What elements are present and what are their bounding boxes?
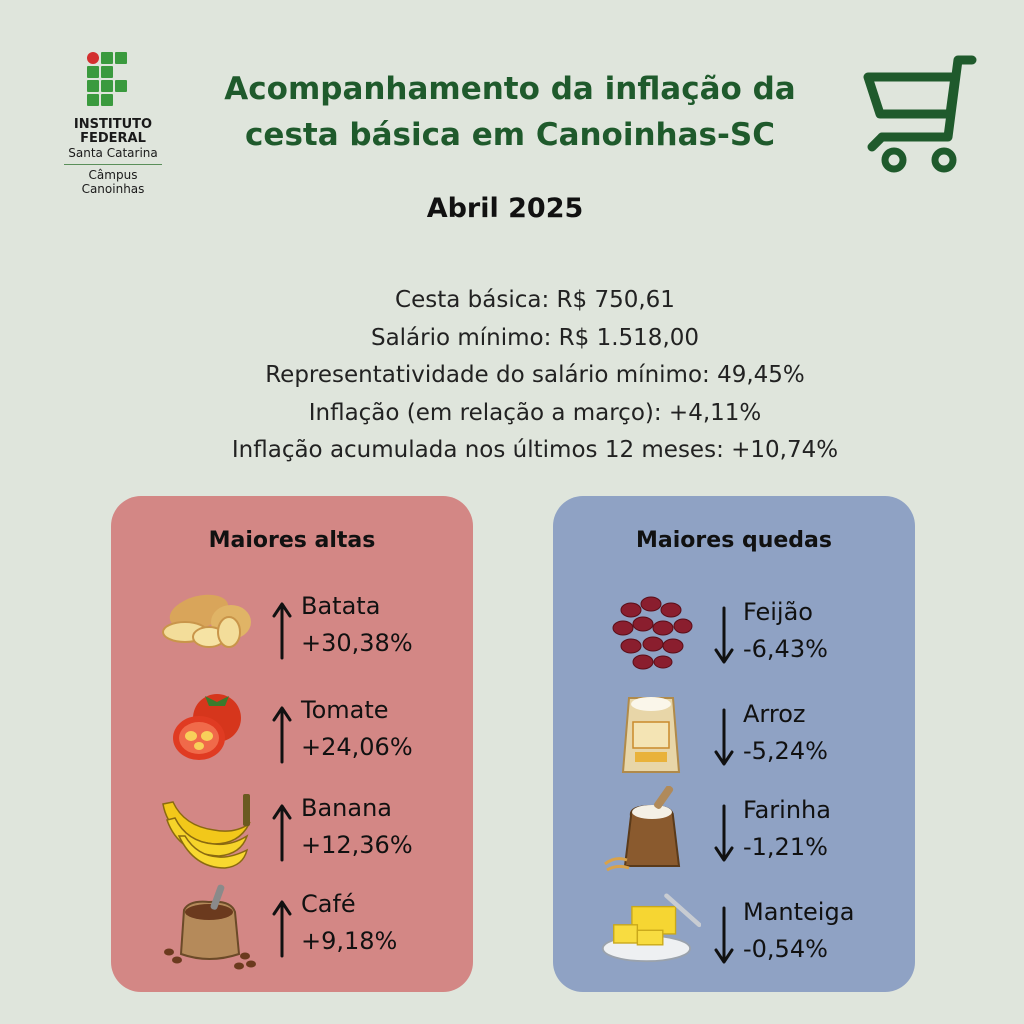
arrow-up-icon: [272, 804, 292, 862]
flour-bag-icon: [604, 786, 681, 872]
lows-title: Maiores quedas: [636, 528, 832, 553]
rice-bag-icon: [621, 697, 681, 773]
list-item: Farinha -1,21%: [553, 786, 915, 886]
item-name: Banana: [301, 794, 393, 822]
item-name: Feijão: [743, 598, 813, 626]
title-line-2: cesta básica em Canoinhas-SC: [245, 117, 775, 153]
banana-icon: [162, 794, 251, 869]
if-logo-mark-icon: [87, 52, 139, 112]
arrow-up-icon: [272, 706, 292, 764]
logo-divider: [64, 164, 162, 165]
shopping-cart-icon: [863, 55, 977, 173]
stat-minimum-wage: Salário mínimo: R$ 1.518,00: [370, 324, 700, 351]
item-change: -0,54%: [743, 935, 828, 963]
arrow-down-icon: [714, 804, 734, 862]
arrow-up-icon: [272, 900, 292, 958]
highs-title: Maiores altas: [208, 528, 376, 553]
logo-text-campus-name: Canoinhas: [81, 182, 145, 196]
stat-12-month-inflation: Inflação acumulada nos últimos 12 meses:…: [231, 437, 839, 463]
list-item: Feijão -6,43%: [553, 588, 915, 688]
item-name: Batata: [301, 592, 381, 620]
summary-stats: Cesta básica: R$ 750,61 Salário mínimo: …: [150, 282, 920, 470]
item-change: -6,43%: [743, 635, 828, 663]
item-change: -5,24%: [743, 737, 828, 765]
item-name: Café: [301, 890, 356, 918]
beans-icon: [612, 596, 693, 670]
list-item: Café +9,18%: [111, 880, 473, 980]
highs-panel: Maiores altas Batata +30,38% Tomate: [111, 496, 473, 992]
list-item: Batata +30,38%: [111, 582, 473, 682]
period-label: Abril 2025: [426, 193, 584, 224]
arrow-up-icon: [272, 602, 292, 660]
stat-monthly-inflation: Inflação (em relação a março): +4,11%: [308, 399, 762, 426]
item-change: +12,36%: [301, 831, 413, 859]
list-item: Manteiga -0,54%: [553, 888, 915, 988]
item-name: Manteiga: [743, 898, 855, 926]
item-change: +24,06%: [301, 733, 413, 761]
arrow-down-icon: [714, 708, 734, 766]
item-change: -1,21%: [743, 833, 828, 861]
page-title: Acompanhamento da inflação da cesta bási…: [200, 66, 820, 158]
list-item: Arroz -5,24%: [553, 690, 915, 790]
logo-text-state: Santa Catarina: [68, 146, 158, 160]
arrow-down-icon: [714, 906, 734, 964]
lows-panel: Maiores quedas Feijão -6,43%: [553, 496, 915, 992]
coffee-beans-icon: [164, 884, 256, 970]
item-name: Tomate: [301, 696, 389, 724]
item-name: Farinha: [743, 796, 831, 824]
butter-icon: [601, 893, 701, 963]
stat-basket-cost: Cesta básica: R$ 750,61: [395, 287, 675, 313]
stat-wage-share: Representatividade do salário mínimo: 49…: [265, 362, 805, 388]
institution-logo: INSTITUTO FEDERAL Santa Catarina Câmpus …: [58, 52, 168, 196]
item-change: +30,38%: [301, 629, 413, 657]
potato-icon: [162, 594, 251, 648]
list-item: Tomate +24,06%: [111, 686, 473, 786]
tomato-icon: [173, 694, 241, 760]
logo-text-instituto: INSTITUTO: [73, 117, 153, 132]
item-change: +9,18%: [301, 927, 398, 955]
title-line-1: Acompanhamento da inflação da: [224, 71, 796, 107]
logo-text-campus: Câmpus: [88, 168, 138, 182]
item-name: Arroz: [743, 700, 806, 728]
arrow-down-icon: [714, 606, 734, 664]
logo-text-federal: FEDERAL: [80, 131, 146, 146]
list-item: Banana +12,36%: [111, 784, 473, 884]
